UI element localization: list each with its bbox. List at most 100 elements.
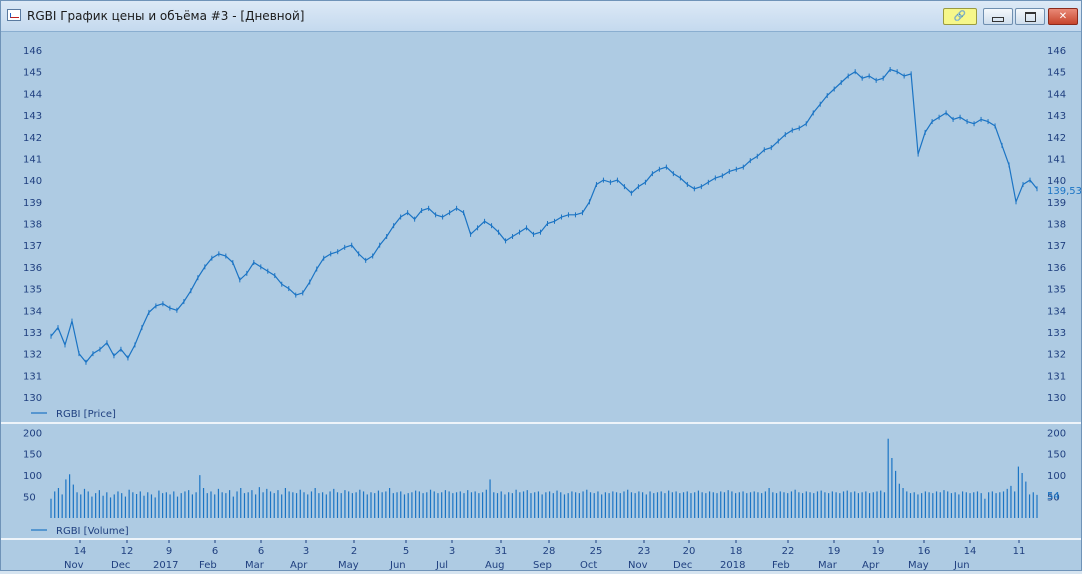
time-tick-month: Oct xyxy=(580,560,597,570)
volume-y-tick-right: 150 xyxy=(1047,450,1066,461)
time-tick-day: 28 xyxy=(543,546,556,557)
time-tick-month: Jun xyxy=(389,560,406,570)
volume-last-value: 54 xyxy=(1047,491,1060,502)
time-tick-day: 23 xyxy=(638,546,651,557)
time-tick-day: 14 xyxy=(964,546,977,557)
time-axis[interactable]: 14 Nov 12 Dec 9 2017 6 Feb 6 Mar 3 Apr 2 May 5 Jun 3 Jul 3… xyxy=(1,540,1081,571)
price-y-tick-left: 134 xyxy=(23,306,42,317)
time-tick-month: Dec xyxy=(673,560,692,570)
price-pane[interactable]: 146 146 145 145 144 144 143 143 142 142 141 141 140 1… xyxy=(1,32,1082,422)
price-y-tick-left: 130 xyxy=(23,393,42,404)
price-y-tick-left: 138 xyxy=(23,220,42,231)
price-y-tick-right: 138 xyxy=(1047,220,1066,231)
minimize-icon xyxy=(992,17,1004,22)
volume-y-tick-left: 50 xyxy=(23,493,36,504)
volume-y-tick-left: 100 xyxy=(23,471,42,482)
price-y-tick-right: 133 xyxy=(1047,328,1066,339)
time-tick-month: Feb xyxy=(772,560,790,570)
price-y-tick-left: 133 xyxy=(23,328,42,339)
price-y-tick-left: 135 xyxy=(23,285,42,296)
price-y-tick-left: 140 xyxy=(23,176,42,187)
axis-separator xyxy=(1,538,1081,540)
time-tick-day: 3 xyxy=(303,546,309,557)
time-tick-day: 18 xyxy=(730,546,743,557)
time-tick-month: Aug xyxy=(485,560,505,570)
pane-separator[interactable] xyxy=(1,422,1081,424)
time-tick-month: May xyxy=(908,560,929,570)
price-legend-label: RGBI [Price] xyxy=(56,409,116,420)
window-title: RGBI График цены и объёма #3 - [Дневной] xyxy=(27,9,305,23)
price-y-tick-right: 139 xyxy=(1047,198,1066,209)
price-y-tick-left: 143 xyxy=(23,111,42,122)
time-tick-day: 22 xyxy=(782,546,795,557)
time-tick-day: 19 xyxy=(828,546,841,557)
price-y-tick-left: 144 xyxy=(23,89,42,100)
volume-y-tick-right: 100 xyxy=(1047,471,1066,482)
time-tick-day: 19 xyxy=(872,546,885,557)
time-tick-day: 9 xyxy=(166,546,172,557)
close-button[interactable]: ✕ xyxy=(1048,8,1078,25)
time-tick-day: 14 xyxy=(74,546,87,557)
volume-pane[interactable]: 200 200 150 150 100 100 50 50 54 RGBI [Volume] xyxy=(1,424,1081,538)
price-y-tick-right: 137 xyxy=(1047,241,1066,252)
time-axis-chart[interactable]: 14Nov12Dec920176Feb6Mar3Apr2May5Jun3Jul3… xyxy=(1,540,1081,571)
time-tick-month: Sep xyxy=(533,560,552,570)
price-last-value: 139,53 xyxy=(1047,186,1081,197)
time-tick-day: 20 xyxy=(683,546,696,557)
maximize-button[interactable] xyxy=(1015,8,1045,25)
price-y-tick-right: 141 xyxy=(1047,154,1066,165)
time-tick-month: Nov xyxy=(628,560,648,570)
time-tick-day: 3 xyxy=(449,546,455,557)
price-series-line xyxy=(50,68,1038,364)
price-y-tick-left: 145 xyxy=(23,68,42,79)
price-y-tick-left: 132 xyxy=(23,350,42,361)
price-y-tick-left: 141 xyxy=(23,154,42,165)
time-tick-day: 16 xyxy=(918,546,931,557)
maximize-icon xyxy=(1024,11,1036,22)
time-tick-month: Apr xyxy=(862,560,880,570)
time-tick-month: Apr xyxy=(290,560,308,570)
price-y-tick-right: 143 xyxy=(1047,111,1066,122)
price-y-tick-left: 139 xyxy=(23,198,42,209)
price-y-tick-left: 136 xyxy=(23,263,42,274)
time-tick-month: 2018 xyxy=(720,560,745,570)
price-y-tick-left: 142 xyxy=(23,133,42,144)
time-tick-day: 5 xyxy=(403,546,409,557)
time-tick-month: Mar xyxy=(245,560,265,570)
price-y-tick-right: 131 xyxy=(1047,371,1066,382)
price-y-tick-right: 135 xyxy=(1047,285,1066,296)
time-tick-month: May xyxy=(338,560,359,570)
time-tick-day: 31 xyxy=(495,546,508,557)
time-tick-month: Mar xyxy=(818,560,838,570)
time-tick-month: Feb xyxy=(199,560,217,570)
title-bar[interactable]: RGBI График цены и объёма #3 - [Дневной]… xyxy=(1,1,1081,32)
price-y-tick-right: 140 xyxy=(1047,176,1066,187)
time-tick-day: 11 xyxy=(1013,546,1026,557)
time-tick-day: 6 xyxy=(212,546,218,557)
volume-y-tick-left: 150 xyxy=(23,450,42,461)
time-tick-month: 2017 xyxy=(153,560,178,570)
close-icon: ✕ xyxy=(1058,11,1068,22)
time-tick-day: 25 xyxy=(590,546,603,557)
volume-y-tick-right: 50 xyxy=(1047,493,1060,504)
link-icon: 🔗 xyxy=(953,11,967,22)
time-tick-day: 2 xyxy=(351,546,357,557)
time-tick-day: 12 xyxy=(121,546,134,557)
minimize-button[interactable] xyxy=(983,8,1013,25)
price-y-tick-right: 130 xyxy=(1047,393,1066,404)
volume-legend-label: RGBI [Volume] xyxy=(56,526,129,537)
time-tick-month: Jun xyxy=(953,560,970,570)
chart-window-icon[interactable] xyxy=(7,9,21,21)
price-y-tick-right: 142 xyxy=(1047,133,1066,144)
price-y-tick-right: 146 xyxy=(1047,46,1066,57)
price-y-tick-right: 132 xyxy=(1047,350,1066,361)
link-button[interactable]: 🔗 xyxy=(943,8,977,25)
volume-y-tick-left: 200 xyxy=(23,428,42,439)
price-y-tick-left: 137 xyxy=(23,241,42,252)
price-y-tick-right: 136 xyxy=(1047,263,1066,274)
time-tick-month: Nov xyxy=(64,560,84,570)
time-tick-month: Jul xyxy=(435,560,448,570)
